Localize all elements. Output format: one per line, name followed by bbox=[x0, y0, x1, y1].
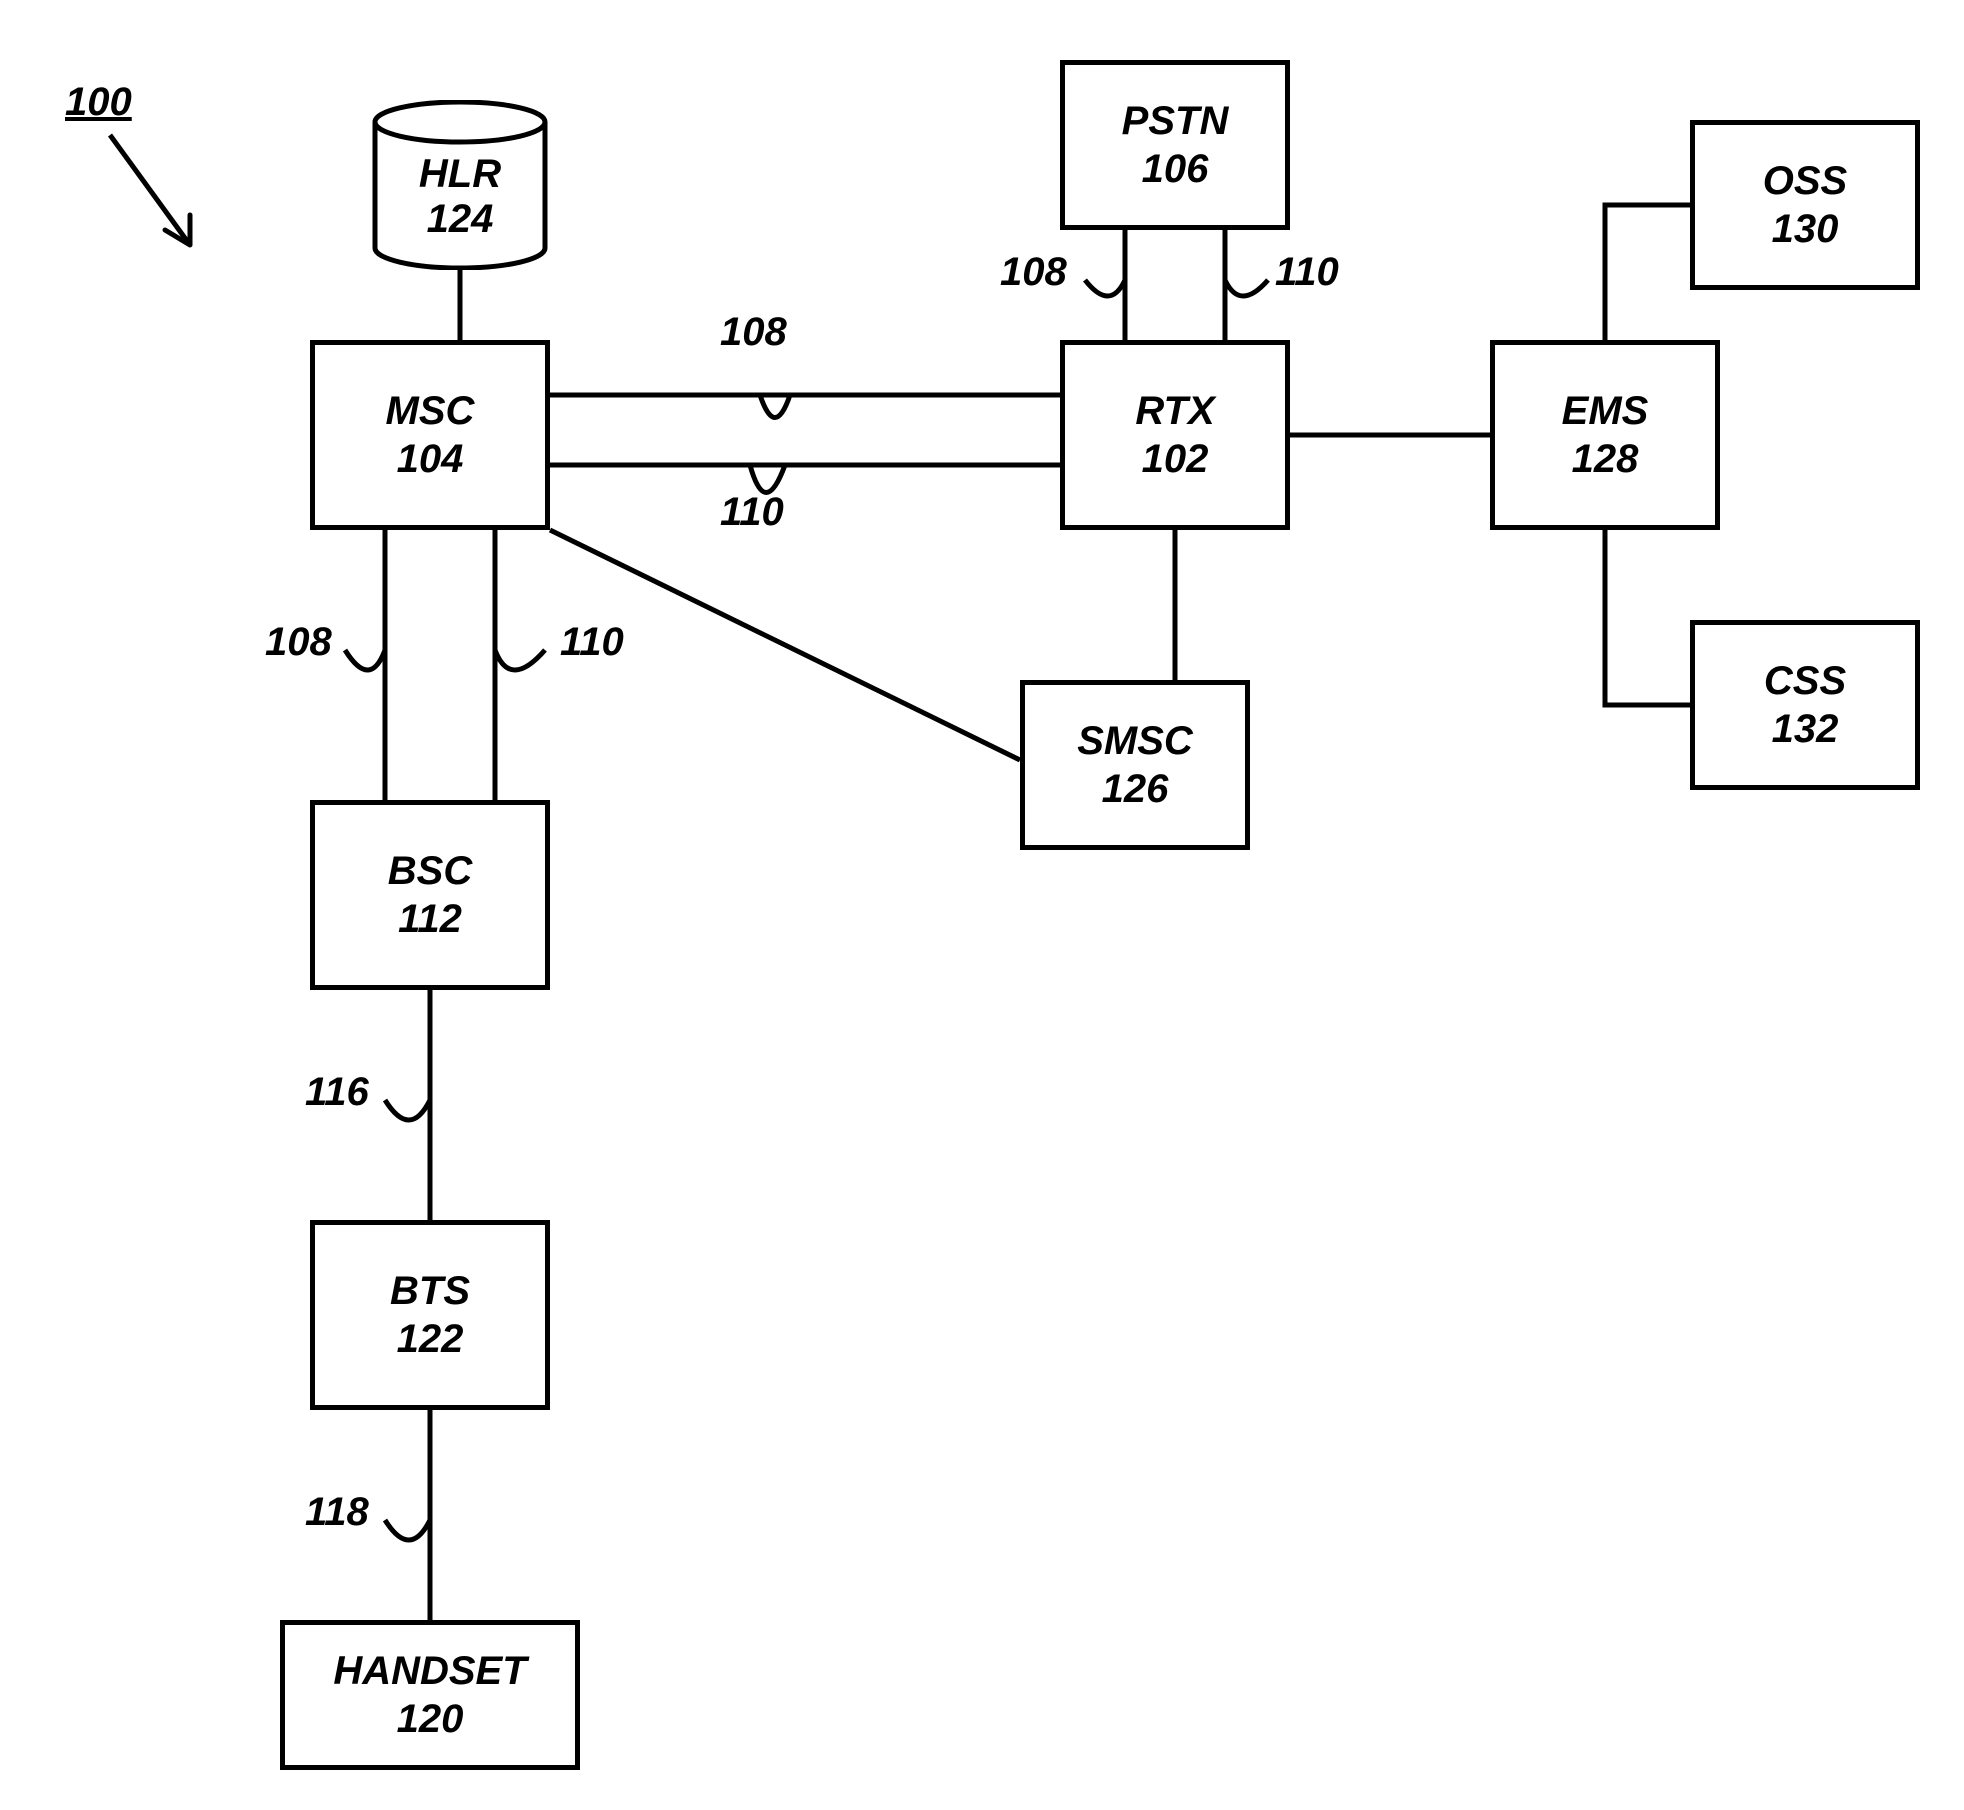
node-pstn-name: PSTN bbox=[1122, 99, 1229, 143]
node-bsc-num: 112 bbox=[398, 897, 462, 941]
node-handset-name: HANDSET bbox=[333, 1649, 526, 1693]
node-bts: BTS 122 bbox=[310, 1220, 550, 1410]
node-ems-name: EMS bbox=[1562, 389, 1649, 433]
node-css-num: 132 bbox=[1772, 707, 1839, 751]
node-pstn-num: 106 bbox=[1142, 147, 1209, 191]
node-bts-name: BTS bbox=[390, 1269, 470, 1313]
label-108c: 108 bbox=[265, 620, 332, 665]
node-css: CSS 132 bbox=[1690, 620, 1920, 790]
node-hlr-name: HLR bbox=[370, 152, 550, 197]
label-108a: 108 bbox=[720, 310, 787, 355]
node-msc-name: MSC bbox=[386, 389, 475, 433]
node-rtx: RTX 102 bbox=[1060, 340, 1290, 530]
node-ems: EMS 128 bbox=[1490, 340, 1720, 530]
node-smsc-name: SMSC bbox=[1077, 719, 1193, 763]
node-hlr-num: 124 bbox=[370, 197, 550, 242]
label-100: 100 bbox=[65, 80, 132, 125]
node-css-name: CSS bbox=[1764, 659, 1846, 703]
node-oss-num: 130 bbox=[1772, 207, 1839, 251]
node-smsc: SMSC 126 bbox=[1020, 680, 1250, 850]
node-handset-num: 120 bbox=[397, 1697, 464, 1741]
node-msc-num: 104 bbox=[397, 437, 464, 481]
node-rtx-num: 102 bbox=[1142, 437, 1209, 481]
label-110c: 110 bbox=[560, 620, 624, 665]
node-rtx-name: RTX bbox=[1135, 389, 1214, 433]
node-oss-name: OSS bbox=[1763, 159, 1847, 203]
node-msc: MSC 104 bbox=[310, 340, 550, 530]
node-smsc-num: 126 bbox=[1102, 767, 1169, 811]
label-118: 118 bbox=[305, 1490, 369, 1535]
node-bsc-name: BSC bbox=[388, 849, 472, 893]
node-hlr: HLR 124 bbox=[370, 100, 550, 270]
label-110a: 110 bbox=[720, 490, 784, 535]
node-bsc: BSC 112 bbox=[310, 800, 550, 990]
node-handset: HANDSET 120 bbox=[280, 1620, 580, 1770]
node-bts-num: 122 bbox=[397, 1317, 464, 1361]
node-oss: OSS 130 bbox=[1690, 120, 1920, 290]
label-116: 116 bbox=[305, 1070, 369, 1115]
node-pstn: PSTN 106 bbox=[1060, 60, 1290, 230]
label-110b: 110 bbox=[1275, 250, 1339, 295]
diagram-edges bbox=[0, 0, 1964, 1810]
diagram-canvas: HLR 124 MSC 104 PSTN 106 RTX 102 EMS 128… bbox=[0, 0, 1964, 1810]
node-ems-num: 128 bbox=[1572, 437, 1639, 481]
label-108b: 108 bbox=[1000, 250, 1067, 295]
